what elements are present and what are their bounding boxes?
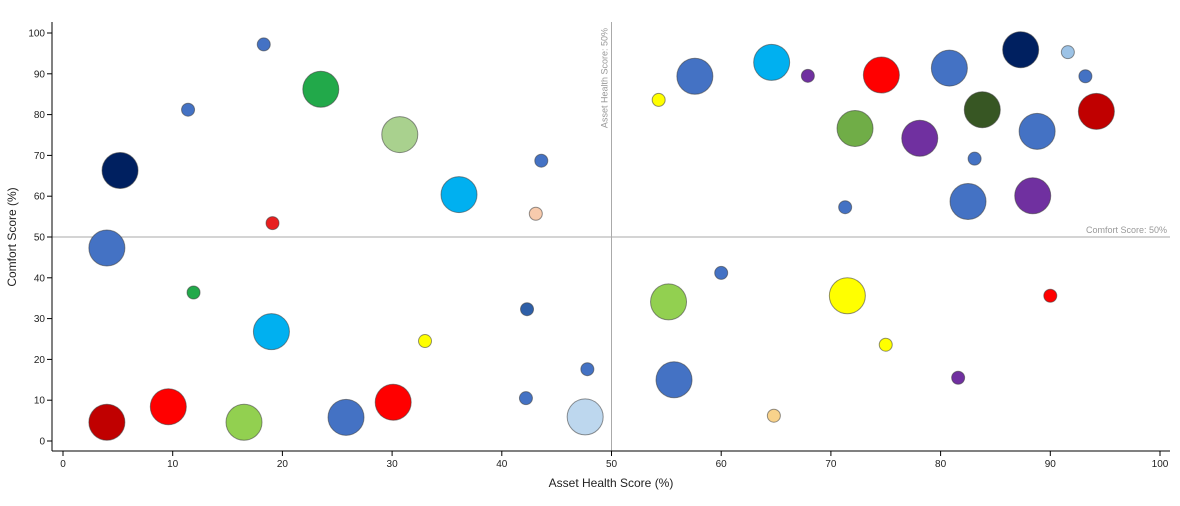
bubble-point[interactable] — [1060, 45, 1075, 60]
x-tick-label: 50 — [606, 459, 618, 470]
x-reference-label: Asset Health Score: 50% — [600, 28, 610, 128]
bubble-point[interactable] — [101, 151, 139, 189]
bubble-point[interactable] — [800, 68, 815, 83]
bubble-point[interactable] — [181, 102, 196, 117]
x-tick-label: 60 — [716, 459, 728, 470]
bubble-point[interactable] — [418, 334, 433, 349]
bubble-point[interactable] — [838, 200, 853, 215]
x-tick-label: 0 — [60, 459, 66, 470]
y-tick-label: 50 — [34, 233, 46, 244]
x-tick-label: 90 — [1045, 459, 1057, 470]
bubble-point[interactable] — [528, 206, 543, 221]
bubble-point[interactable] — [381, 116, 419, 154]
bubble-point[interactable] — [878, 337, 893, 352]
bubble-point[interactable] — [1043, 288, 1058, 303]
bubble-point[interactable] — [518, 391, 533, 406]
x-tick-label: 40 — [496, 459, 508, 470]
bubble-point[interactable] — [836, 109, 874, 147]
y-tick-label: 20 — [34, 355, 46, 366]
bubble-point[interactable] — [327, 398, 365, 436]
bubble-point[interactable] — [930, 49, 968, 87]
bubble-point[interactable] — [580, 362, 595, 377]
bubble-point[interactable] — [1002, 31, 1040, 69]
x-tick-label: 10 — [167, 459, 179, 470]
x-tick-label: 30 — [387, 459, 399, 470]
bubble-point[interactable] — [753, 43, 791, 81]
bubble-point[interactable] — [766, 408, 781, 423]
bubble-point[interactable] — [302, 70, 340, 108]
bubble-point[interactable] — [440, 176, 478, 214]
y-tick-label: 90 — [34, 69, 46, 80]
bubble-point[interactable] — [651, 92, 666, 107]
y-axis-title: Comfort Score (%) — [5, 187, 19, 286]
bubble-point[interactable] — [88, 229, 126, 267]
bubble-point[interactable] — [655, 361, 693, 399]
x-tick-label: 70 — [825, 459, 837, 470]
bubble-point[interactable] — [963, 91, 1001, 129]
bubble-point[interactable] — [1078, 69, 1093, 84]
bubble-point[interactable] — [1018, 112, 1056, 150]
bubble-point[interactable] — [949, 183, 987, 221]
bubble-point[interactable] — [901, 119, 939, 157]
bubble-point[interactable] — [534, 153, 549, 168]
bubble-point[interactable] — [650, 283, 688, 321]
y-tick-label: 80 — [34, 110, 46, 121]
bubble-point[interactable] — [265, 216, 280, 231]
x-axis-title: Asset Health Score (%) — [549, 476, 674, 490]
plot-area: Asset Health Score: 50% Comfort Score: 50… — [52, 22, 1170, 451]
bubble-point[interactable] — [520, 302, 535, 317]
bubble-point[interactable] — [676, 57, 714, 95]
bubble-point[interactable] — [951, 370, 966, 385]
bubble-point[interactable] — [88, 403, 126, 441]
y-tick-label: 0 — [39, 437, 45, 448]
bubble-point[interactable] — [225, 403, 263, 441]
bubble-point[interactable] — [828, 277, 866, 315]
x-tick-label: 80 — [935, 459, 947, 470]
bubble-point[interactable] — [566, 398, 604, 436]
y-reference-label: Comfort Score: 50% — [1086, 225, 1167, 235]
bubble-point[interactable] — [374, 383, 412, 421]
y-tick-label: 10 — [34, 396, 46, 407]
y-tick-label: 100 — [28, 29, 45, 40]
x-tick-label: 100 — [1152, 459, 1169, 470]
y-tick-label: 70 — [34, 151, 46, 162]
bubble-point[interactable] — [1014, 177, 1052, 215]
bubble-point[interactable] — [149, 388, 187, 426]
y-tick-label: 40 — [34, 273, 46, 284]
axes: 0 10 20 30 40 50 60 70 80 90 100 0 10 20 30 40 50 60 70 80 9… — [28, 22, 1170, 470]
bubble-point[interactable] — [256, 37, 271, 52]
bubble-point[interactable] — [1077, 92, 1115, 130]
bubble-point[interactable] — [186, 285, 201, 300]
y-tick-label: 30 — [34, 314, 46, 325]
x-tick-label: 20 — [277, 459, 289, 470]
bubble-point[interactable] — [862, 56, 900, 94]
bubble-point[interactable] — [967, 151, 982, 166]
bubble-point[interactable] — [252, 313, 290, 351]
bubble-point[interactable] — [714, 265, 729, 280]
y-tick-label: 60 — [34, 192, 46, 203]
